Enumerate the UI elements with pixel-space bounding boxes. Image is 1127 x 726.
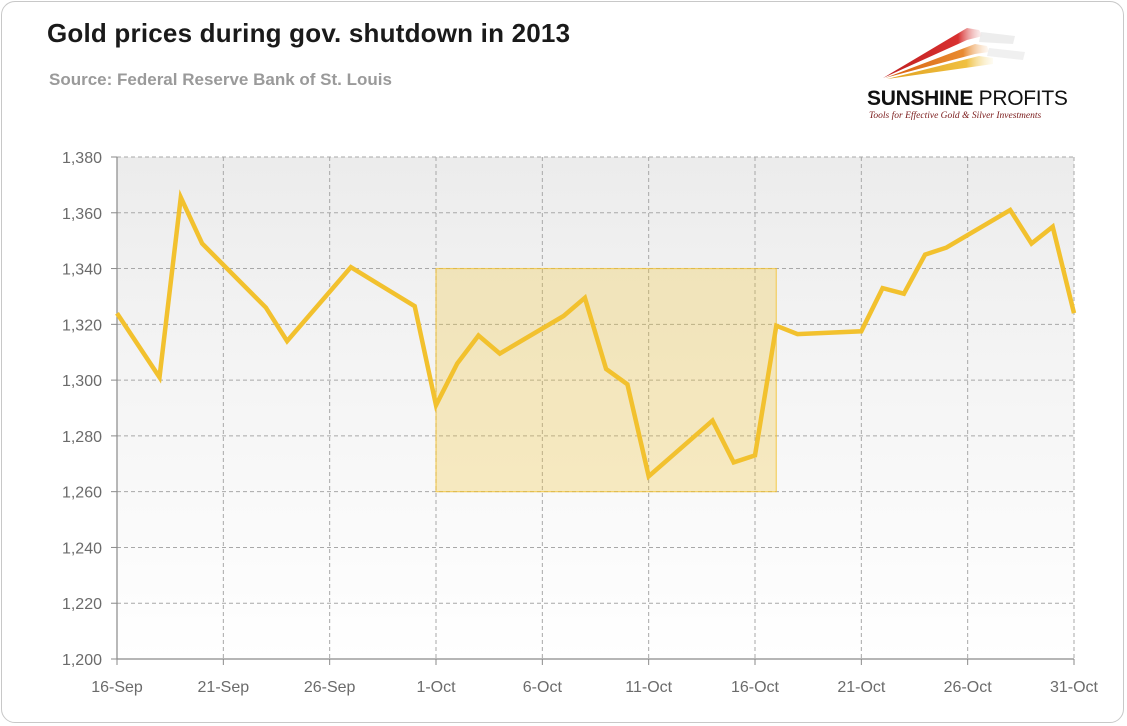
- chart-title: Gold prices during gov. shutdown in 2013: [47, 18, 571, 48]
- x-tick-label: 11-Oct: [625, 679, 672, 696]
- logo-name-bold: SUNSHINE: [867, 87, 974, 110]
- gold-price-line: [115, 189, 1077, 481]
- logo-arrows-icon: [883, 28, 1025, 79]
- series-layer: [115, 189, 1077, 481]
- y-tick-labels: 1,200 1,220 1,240 1,260 1,280 1,300 1,320 1,340…: [62, 150, 102, 669]
- plot-area: [117, 157, 1074, 659]
- y-tick-label: 1,340: [62, 262, 102, 279]
- x-tick-label: 21-Sep: [198, 679, 250, 696]
- x-tick-label: 16-Oct: [731, 679, 780, 696]
- y-tick-label: 1,200: [62, 652, 102, 669]
- logo-name-light: PROFITS: [973, 87, 1068, 110]
- y-tick-label: 1,240: [62, 540, 102, 557]
- x-tick-label: 26-Sep: [304, 679, 356, 696]
- y-tick-label: 1,220: [62, 596, 102, 613]
- logo-tagline: Tools for Effective Gold & Silver Invest…: [869, 111, 1042, 121]
- y-tick-label: 1,300: [62, 373, 102, 390]
- x-tick-label: 31-Oct: [1050, 679, 1099, 696]
- axes: [111, 156, 1075, 665]
- logo-name: SUNSHINE PROFITS: [867, 87, 1068, 111]
- x-tick-label: 26-Oct: [944, 679, 993, 696]
- highlight-layer: [435, 267, 777, 493]
- y-tick-label: 1,280: [62, 429, 102, 446]
- chart-subtitle: Source: Federal Reserve Bank of St. Loui…: [49, 70, 392, 89]
- x-tick-labels: 16-Sep 21-Sep 26-Sep 1-Oct 6-Oct 11-Oct 16-Oct…: [91, 679, 1098, 696]
- x-tick-label: 1-Oct: [416, 679, 456, 696]
- shutdown-highlight-box: [435, 267, 777, 493]
- x-tick-label: 6-Oct: [523, 679, 563, 696]
- y-tick-label: 1,380: [62, 150, 102, 167]
- y-tick-label: 1,360: [62, 206, 102, 223]
- y-tick-label: 1,320: [62, 317, 102, 334]
- y-tick-label: 1,260: [62, 485, 102, 502]
- x-tick-label: 16-Sep: [91, 679, 143, 696]
- x-tick-label: 21-Oct: [837, 679, 886, 696]
- sunshine-profits-logo: SUNSHINE PROFITS Tools for Effective Gol…: [855, 22, 1095, 132]
